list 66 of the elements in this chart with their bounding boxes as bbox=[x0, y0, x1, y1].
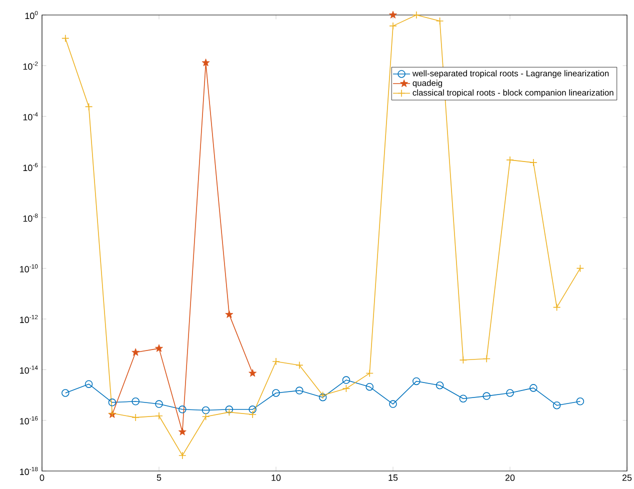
point bbox=[248, 410, 256, 418]
point bbox=[62, 389, 70, 397]
point bbox=[389, 10, 397, 18]
point bbox=[412, 11, 420, 19]
point bbox=[576, 398, 584, 406]
point bbox=[366, 369, 374, 378]
point bbox=[482, 354, 490, 363]
legend-label: classical tropical roots - block companion linearization bbox=[412, 89, 614, 98]
point bbox=[202, 58, 210, 66]
x-tick-label: 10 bbox=[272, 474, 281, 481]
point bbox=[482, 392, 490, 400]
x-tick-label: 0 bbox=[40, 474, 44, 481]
point bbox=[62, 34, 70, 42]
point bbox=[84, 102, 93, 111]
point bbox=[296, 386, 304, 394]
y-tick-label: 10$^{-8}$ bbox=[23, 214, 38, 222]
y-tick-label: 10$^{0}$ bbox=[25, 10, 38, 20]
point bbox=[202, 412, 210, 421]
y-tick-label: 10$^{-2}$ bbox=[23, 62, 38, 70]
point bbox=[202, 406, 210, 414]
point bbox=[342, 376, 350, 384]
y-tick-label: 10$^{-4}$ bbox=[23, 112, 38, 120]
y-tick-label: 10$^{-6}$ bbox=[23, 162, 38, 172]
point bbox=[108, 398, 116, 406]
point bbox=[366, 382, 374, 391]
y-tick-label: 10$^{-16}$ bbox=[20, 416, 38, 424]
point bbox=[436, 381, 444, 390]
y-tick-label: 10$^{-14}$ bbox=[20, 366, 38, 374]
point bbox=[576, 264, 584, 272]
x-tick-label: 15 bbox=[388, 474, 398, 481]
y-tick-label: 10$^{-12}$ bbox=[20, 314, 38, 324]
point bbox=[178, 406, 186, 414]
x-tick-label: 25 bbox=[622, 474, 632, 481]
x-tick-label: 5 bbox=[156, 474, 162, 481]
point bbox=[178, 428, 186, 436]
y-tick-label: 10$^{-18}$ bbox=[20, 466, 38, 476]
point bbox=[225, 310, 234, 318]
point bbox=[342, 384, 350, 392]
x-tick-label: 20 bbox=[505, 474, 515, 481]
point bbox=[132, 348, 140, 356]
point bbox=[225, 408, 234, 416]
point bbox=[389, 22, 397, 30]
point bbox=[552, 303, 561, 312]
point bbox=[155, 412, 163, 420]
point bbox=[530, 384, 538, 392]
point bbox=[225, 406, 234, 414]
legend-label: well-separated tropical roots - Lagrange linearization bbox=[412, 70, 609, 78]
point bbox=[459, 356, 468, 364]
legend-label: quadeig bbox=[412, 80, 442, 88]
point bbox=[412, 377, 420, 386]
point bbox=[248, 369, 257, 377]
point bbox=[155, 344, 163, 352]
point bbox=[272, 389, 280, 397]
point bbox=[178, 452, 186, 460]
point bbox=[272, 358, 280, 366]
point bbox=[436, 17, 444, 25]
point bbox=[552, 401, 561, 410]
point bbox=[132, 398, 140, 406]
point bbox=[84, 380, 93, 388]
point bbox=[389, 400, 397, 408]
point bbox=[506, 389, 514, 397]
point bbox=[296, 361, 304, 370]
point bbox=[459, 394, 468, 403]
point bbox=[155, 400, 163, 408]
point bbox=[248, 406, 256, 414]
y-tick-label: 10$^{-10}$ bbox=[20, 264, 38, 272]
